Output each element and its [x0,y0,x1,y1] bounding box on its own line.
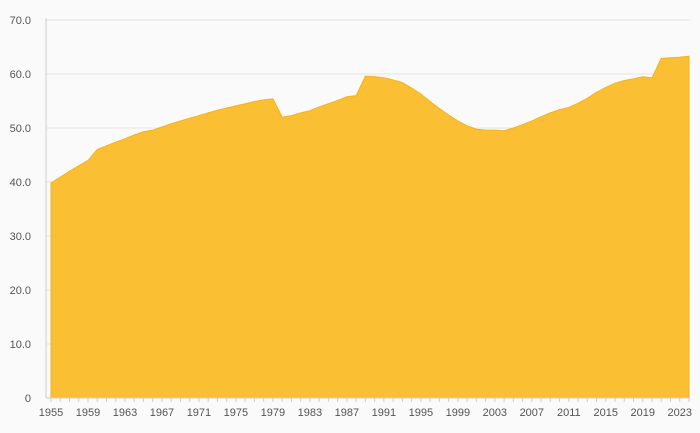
axes [45,18,690,402]
x-tick-label: 2003 [483,407,507,419]
x-tick-label: 1995 [409,407,433,419]
x-tick-label: 2007 [520,407,544,419]
x-tick-label: 1987 [335,407,359,419]
y-tick-label: 10.0 [10,339,31,351]
x-tick-label: 1979 [261,407,285,419]
x-tick-label: 1983 [298,407,322,419]
y-tick-label: 50.0 [10,123,31,135]
y-tick-label: 30.0 [10,231,31,243]
y-tick-labels: 0 10.0 20.0 30.0 40.0 50.0 60.0 70.0 [10,15,31,405]
y-tick-label: 40.0 [10,177,31,189]
x-tick-label: 1999 [446,407,470,419]
x-tick-label: 2015 [594,407,618,419]
y-tick-label: 70.0 [10,15,31,27]
x-tick-label: 1971 [187,407,211,419]
x-tick-label: 1955 [39,407,63,419]
x-tick-label: 1963 [113,407,137,419]
x-tick-label: 2019 [631,407,655,419]
x-tick-label: 1967 [150,407,174,419]
area-layer [50,55,690,399]
area-series [50,55,690,399]
y-tick-label: 60.0 [10,69,31,81]
x-tick-label: 1991 [372,407,396,419]
x-tick-label: 1975 [224,407,248,419]
y-tick-label: 0 [25,393,31,405]
x-tick-label: 2011 [557,407,581,419]
y-tick-label: 20.0 [10,285,31,297]
x-tick-label: 2023 [668,407,692,419]
x-tick-label: 1959 [76,407,100,419]
x-tick-labels: 1955 1959 1963 1967 1971 1975 1979 1983 1987 1991… [39,407,692,419]
